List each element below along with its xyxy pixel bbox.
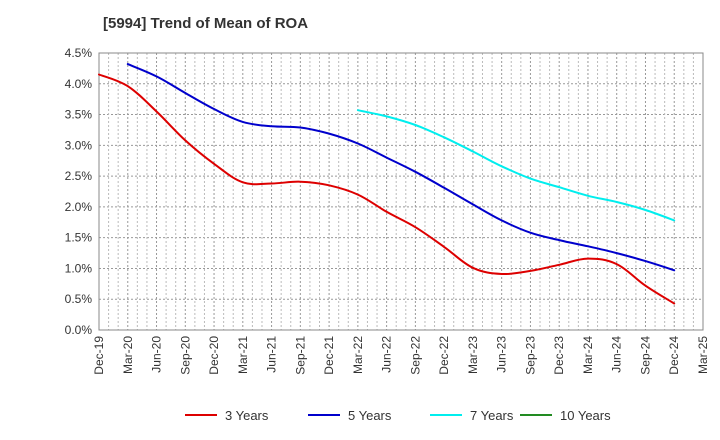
x-tick-label: Dec-21: [322, 336, 336, 375]
x-tick-label: Mar-20: [121, 336, 135, 374]
series-line-7-years: [356, 109, 676, 222]
x-tick-label: Jun-22: [380, 336, 394, 373]
y-tick-label: 4.0%: [65, 77, 93, 91]
x-tick-label: Jun-21: [265, 336, 279, 373]
y-tick-label: 2.5%: [65, 169, 93, 183]
x-tick-label: Dec-20: [207, 336, 221, 375]
x-tick-label: Sep-22: [408, 336, 422, 375]
x-tick-label: Dec-22: [437, 336, 451, 375]
y-tick-label: 4.5%: [65, 46, 93, 60]
y-tick-label: 3.5%: [65, 108, 93, 122]
series-line-5-years: [126, 63, 676, 272]
x-tick-label: Mar-25: [696, 336, 710, 374]
legend-label-7-years: 7 Years: [470, 408, 514, 423]
x-tick-label: Dec-24: [667, 336, 681, 375]
legend-label-10-years: 10 Years: [560, 408, 611, 423]
legend-label-5-years: 5 Years: [348, 408, 392, 423]
chart-title: [5994] Trend of Mean of ROA: [103, 15, 309, 32]
x-tick-label: Sep-24: [638, 336, 652, 375]
x-tick-label: Mar-21: [236, 336, 250, 374]
x-tick-label: Mar-23: [466, 336, 480, 374]
x-tick-label: Jun-24: [610, 336, 624, 373]
y-tick-label: 1.5%: [65, 231, 93, 245]
x-tick-label: Sep-23: [523, 336, 537, 375]
x-tick-label: Dec-19: [92, 336, 106, 375]
series-line-3-years: [98, 73, 676, 305]
plot-frame: [98, 52, 704, 331]
x-tick-label: Mar-24: [581, 336, 595, 374]
x-tick-label: Mar-22: [351, 336, 365, 374]
y-tick-label: 2.0%: [65, 200, 93, 214]
x-tick-label: Sep-21: [293, 336, 307, 375]
x-tick-label: Sep-20: [178, 336, 192, 375]
legend-label-3-years: 3 Years: [225, 408, 269, 423]
y-tick-label: 0.0%: [65, 323, 93, 337]
y-tick-label: 1.0%: [65, 261, 93, 275]
x-tick-label: Jun-20: [150, 336, 164, 373]
plot-area: [99, 53, 703, 330]
y-tick-label: 0.5%: [65, 292, 93, 306]
y-tick-label: 3.0%: [65, 138, 93, 152]
x-tick-label: Dec-23: [552, 336, 566, 375]
x-tick-label: Jun-23: [495, 336, 509, 373]
